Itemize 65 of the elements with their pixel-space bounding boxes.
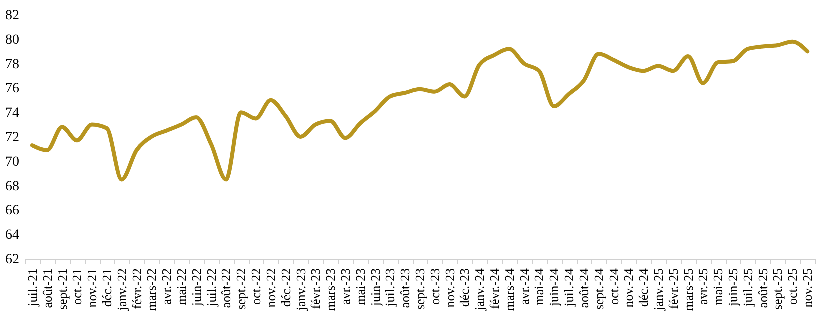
x-tick-label: avr.-25	[696, 268, 711, 305]
x-tick-label: avr.-23	[338, 268, 353, 305]
x-tick-label: déc.-23	[457, 268, 472, 308]
x-tick-label: juin-23	[368, 268, 383, 308]
x-tick-label: juin-22	[188, 268, 204, 308]
x-tick-label: sept.-24	[591, 268, 606, 310]
x-tick-label: mai-25	[710, 268, 726, 306]
x-tick-label: nov.-25	[800, 268, 816, 308]
x-tick-label: sept.-22	[234, 268, 249, 310]
x-tick-label: juil.-25	[740, 268, 756, 308]
x-tick-label: déc.-21	[99, 268, 114, 308]
x-tick-label: févr.-25	[666, 268, 681, 310]
y-tick-label: 62	[6, 252, 20, 268]
x-tick-label: juil.-22	[204, 268, 219, 308]
x-tick-label: févr.-22	[129, 268, 144, 310]
y-tick-label: 82	[6, 8, 20, 24]
x-tick-label: oct.-24	[606, 268, 622, 305]
x-tick-label: août-23	[398, 268, 413, 308]
x-tick-label: mars-22	[144, 268, 160, 312]
x-tick-label: juin-24	[546, 268, 562, 308]
x-tick-label: janv.-25	[650, 268, 666, 312]
x-tick-label: août-22	[218, 268, 234, 308]
x-tick-label: mars-25	[680, 268, 696, 312]
x-tick-label: oct.-21	[70, 268, 85, 305]
x-tick-label: nov.-24	[621, 268, 636, 308]
x-tick-label: mai-24	[532, 268, 547, 306]
x-tick-label: déc.-22	[278, 268, 294, 308]
x-tick-label: mai-22	[174, 268, 190, 306]
x-tick-label: juil.-21	[24, 268, 40, 308]
x-tick-label: sept.-23	[412, 268, 428, 310]
y-tick-label: 74	[6, 106, 20, 122]
x-tick-label: août-21	[40, 268, 55, 308]
x-tick-label: févr.-23	[308, 268, 324, 310]
x-tick-label: oct.-25	[785, 268, 800, 305]
x-tick-label: juil.-24	[562, 268, 577, 308]
x-tick-label: juil.-23	[382, 268, 398, 308]
x-tick-label: déc.-24	[636, 268, 652, 308]
y-tick-label: 66	[6, 204, 20, 219]
y-tick-label: 68	[6, 179, 20, 194]
x-tick-label: janv.-24	[472, 268, 488, 312]
x-tick-label: mars-24	[502, 268, 517, 312]
x-tick-label: janv.-22	[114, 268, 130, 312]
x-tick-label: août-24	[576, 268, 592, 308]
x-tick-label: sept.-25	[770, 268, 786, 310]
y-tick-label: 80	[6, 32, 20, 48]
y-tick-label: 72	[6, 130, 20, 146]
y-tick-label: 76	[6, 82, 20, 97]
x-tick-label: août-25	[755, 268, 770, 308]
x-tick-label: mars-23	[323, 268, 338, 312]
x-tick-label: juin-25	[726, 268, 741, 308]
y-tick-label: 78	[6, 57, 20, 72]
x-tick-label: oct.-22	[248, 268, 264, 305]
x-tick-label: mai-23	[352, 268, 368, 306]
x-tick-label: oct.-23	[427, 268, 442, 305]
x-tick-label: févr.-24	[487, 268, 502, 310]
x-tick-label: nov.-21	[84, 268, 100, 308]
x-tick-label: sept.-21	[54, 268, 70, 310]
x-tick-label: janv.-23	[293, 268, 308, 312]
x-tick-label: avr.-24	[516, 268, 532, 305]
y-tick-label: 64	[6, 228, 20, 244]
x-tick-label: nov.-23	[442, 268, 458, 308]
x-tick-label: avr.-22	[159, 268, 174, 305]
x-tick-label: nov.-22	[263, 268, 278, 308]
y-tick-label: 70	[6, 154, 20, 170]
line-series	[30, 40, 810, 182]
